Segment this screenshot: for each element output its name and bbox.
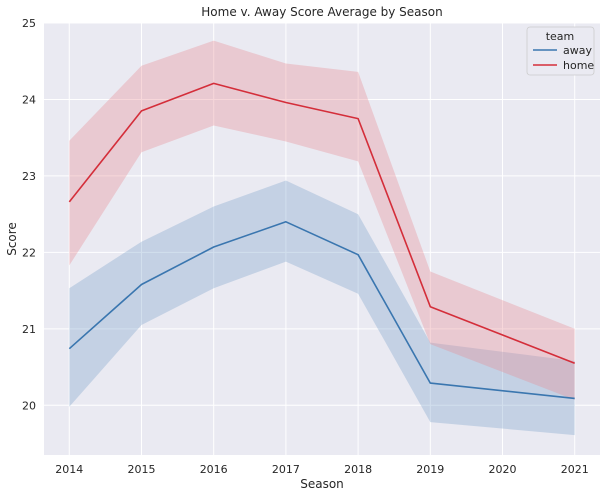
x-tick-labels: 2014 2015 2016 2017 2018 2019 2020 2021 — [55, 463, 588, 476]
y-tick-label: 25 — [22, 17, 36, 30]
series-line-away — [68, 221, 575, 400]
x-tick-label: 2016 — [200, 463, 228, 476]
x-tick-label: 2017 — [272, 463, 300, 476]
y-axis-label: Score — [5, 222, 19, 256]
ci-band-away — [69, 180, 575, 436]
x-tick-label: 2020 — [489, 463, 517, 476]
chart-title: Home v. Away Score Average by Season — [201, 5, 442, 19]
x-tick-label: 2015 — [127, 463, 155, 476]
x-tick-label: 2021 — [561, 463, 589, 476]
y-tick-label: 21 — [22, 323, 36, 336]
y-tick-label: 20 — [22, 399, 36, 412]
x-tick-label: 2018 — [344, 463, 372, 476]
x-axis-label: Season — [300, 477, 344, 491]
series-line-home — [68, 82, 575, 364]
ci-band-home — [69, 40, 575, 400]
y-tick-label: 24 — [22, 93, 36, 106]
legend-label-home: home — [563, 59, 594, 72]
y-tick-label: 23 — [22, 170, 36, 183]
grid — [44, 22, 600, 455]
legend: team away home — [526, 26, 595, 76]
y-tick-label: 22 — [22, 246, 36, 259]
legend-label-away: away — [563, 44, 592, 57]
y-tick-labels: 20 21 22 23 24 25 — [22, 17, 36, 412]
x-tick-label: 2014 — [55, 463, 83, 476]
x-tick-label: 2019 — [416, 463, 444, 476]
confidence-bands — [69, 40, 575, 436]
legend-box — [526, 26, 595, 76]
series-lines — [68, 82, 575, 400]
legend-title: team — [546, 30, 575, 43]
